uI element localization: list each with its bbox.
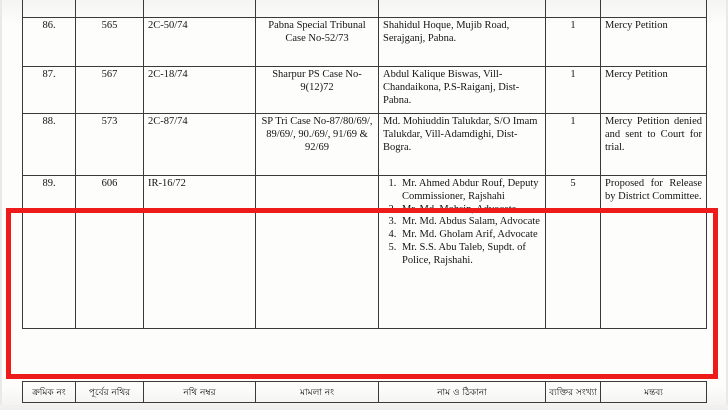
cell-remarks: Mercy Petition denied and sent to Court … — [600, 113, 707, 176]
person-list-item: Mr. S.S. Abu Taleb, Supdt. of Police, Ra… — [399, 242, 541, 268]
person-list-item: Mr. Ahmed Abdur Rouf, Deputy Commissione… — [399, 178, 541, 204]
cell-prev-file — [75, 0, 144, 18]
cell-person-count: 1 — [545, 113, 601, 176]
cell-serial — [22, 0, 76, 18]
cell-file-no: 2C-87/74 — [143, 113, 256, 176]
cell-serial: 88. — [22, 113, 76, 176]
cell-case-no — [255, 175, 379, 329]
cell-prev-file: 606 — [75, 175, 144, 329]
cell-file-no: 2C-50/74 — [143, 17, 256, 67]
table-row: Chatmohor, Dist-Pabna. — [22, 0, 707, 18]
records-table: Chatmohor, Dist-Pabna. 86. 565 2C-50/74 … — [22, 0, 707, 329]
cell-person-count: 1 — [545, 66, 601, 114]
table-row: 86. 565 2C-50/74 Pabna Special Tribunal … — [22, 17, 707, 67]
bangla-header-remarks: মন্তব্য — [600, 381, 707, 403]
cell-name-address: Shahidul Hoque, Mujib Road, Serajganj, P… — [378, 17, 546, 67]
cell-file-no — [143, 0, 256, 18]
bangla-header-table: ক্রমিক নং পূর্বের নথির নথি নম্বর মামলা ন… — [22, 381, 707, 403]
cell-remarks: Mercy Petition — [600, 17, 707, 67]
bangla-header-count: ব্যক্তির সংখ্যা — [545, 381, 601, 403]
page-edge-left — [0, 0, 2, 410]
cell-name-address: Md. Mohiuddin Talukdar, S/O Imam Talukda… — [378, 113, 546, 176]
cell-file-no: IR-16/72 — [143, 175, 256, 329]
person-list-item: Mr. Md. Mohsin, Advocate — [399, 204, 541, 217]
cell-prev-file: 573 — [75, 113, 144, 176]
table-row-highlighted: 89. 606 IR-16/72 Mr. Ahmed Abdur Rouf, D… — [22, 175, 707, 329]
cell-prev-file: 567 — [75, 66, 144, 114]
cell-serial: 89. — [22, 175, 76, 329]
cell-case-no — [255, 0, 379, 18]
cell-remarks: Proposed for Release by District Committ… — [600, 175, 707, 329]
cell-person-count — [545, 0, 601, 18]
cell-prev-file: 565 — [75, 17, 144, 67]
cell-file-no: 2C-18/74 — [143, 66, 256, 114]
cell-serial: 87. — [22, 66, 76, 114]
bangla-header-row: ক্রমিক নং পূর্বের নথির নথি নম্বর মামলা ন… — [22, 381, 707, 403]
cell-person-count: 1 — [545, 17, 601, 67]
cell-remarks — [600, 0, 707, 18]
cell-case-no: SP Tri Case No-87/80/69/, 89/69/, 90./69… — [255, 113, 379, 176]
cell-case-no: Pabna Special Tribunal Case No-52/73 — [255, 17, 379, 67]
cell-person-count: 5 — [545, 175, 601, 329]
person-list-item: Mr. Md. Abdus Salam, Advocate — [399, 216, 541, 229]
person-list: Mr. Ahmed Abdur Rouf, Deputy Commissione… — [383, 178, 541, 268]
person-list-item: Mr. Md. Gholam Arif, Advocate — [399, 229, 541, 242]
table-row: 88. 573 2C-87/74 SP Tri Case No-87/80/69… — [22, 113, 707, 176]
cell-serial: 86. — [22, 17, 76, 67]
table-row: 87. 567 2C-18/74 Sharpur PS Case No-9(12… — [22, 66, 707, 114]
cell-name-address: Chatmohor, Dist-Pabna. — [378, 0, 546, 18]
bangla-header-name: নাম ও ঠিকানা — [378, 381, 546, 403]
bangla-column-header-strip: ক্রমিক নং পূর্বের নথির নথি নম্বর মামলা ন… — [22, 381, 707, 403]
cell-name-address: Mr. Ahmed Abdur Rouf, Deputy Commissione… — [378, 175, 546, 329]
bangla-header-prev-file: পূর্বের নথির — [75, 381, 144, 403]
cell-remarks: Mercy Petition — [600, 66, 707, 114]
bangla-header-file-no: নথি নম্বর — [143, 381, 256, 403]
page-edge-bottom — [0, 405, 728, 410]
cell-name-address: Abdul Kalique Biswas, Vill-Chandaikona, … — [378, 66, 546, 114]
page-edge-right — [726, 0, 728, 410]
cell-case-no: Sharpur PS Case No-9(12)72 — [255, 66, 379, 114]
bangla-header-case-no: মামলা নং — [255, 381, 379, 403]
bangla-header-serial: ক্রমিক নং — [22, 381, 76, 403]
